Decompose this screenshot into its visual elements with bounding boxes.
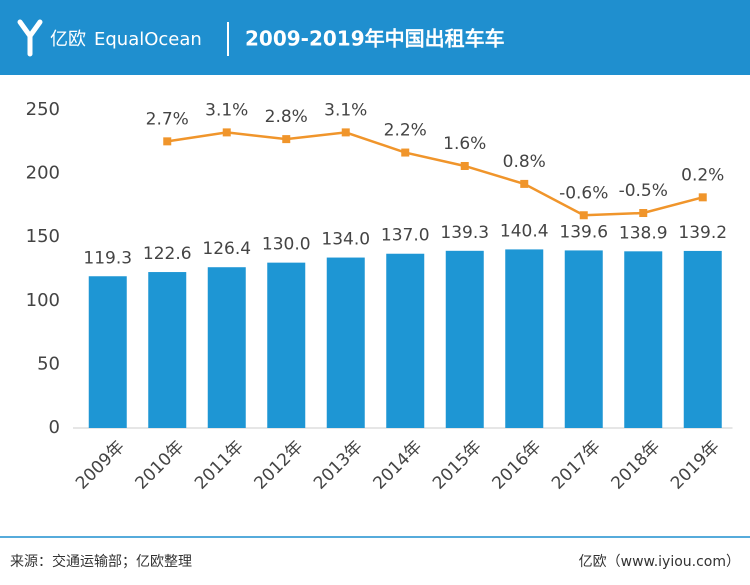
bar <box>386 253 425 428</box>
line-value-label: 3.1% <box>205 100 248 120</box>
bar-value-label: 140.4 <box>500 221 549 241</box>
line-value-label: 2.8% <box>265 107 308 127</box>
line-marker <box>639 209 648 218</box>
chart-title: 2009-2019年中国出租车车 <box>245 27 505 51</box>
x-tick-label: 2016年 <box>489 437 546 494</box>
y-tick-label: 0 <box>49 417 60 438</box>
bar <box>505 249 544 428</box>
bar-value-label: 130.0 <box>262 235 311 255</box>
bar <box>326 257 365 428</box>
y-tick-label: 250 <box>26 99 60 120</box>
line-value-label: 2.7% <box>146 109 189 129</box>
bar-value-label: 139.3 <box>440 223 489 243</box>
bar-value-label: 119.3 <box>83 248 132 268</box>
x-tick-label: 2010年 <box>132 437 189 494</box>
line-marker <box>401 148 410 157</box>
bar-value-label: 126.4 <box>202 239 251 259</box>
line-value-label: -0.5% <box>619 181 668 201</box>
line-marker <box>520 179 529 188</box>
line-marker <box>163 137 172 146</box>
header-banner <box>0 0 750 75</box>
y-tick-label: 50 <box>37 353 60 374</box>
logo-cn: 亿欧 <box>50 29 86 50</box>
line-marker <box>341 128 350 137</box>
bar-value-label: 139.6 <box>559 222 608 242</box>
line-value-label: 0.2% <box>681 165 724 185</box>
bar <box>207 267 246 428</box>
line-value-label: 0.8% <box>503 152 546 172</box>
bar <box>445 250 484 428</box>
y-tick-label: 200 <box>26 163 60 184</box>
bar <box>683 250 722 428</box>
line <box>167 131 704 217</box>
bar-value-label: 138.9 <box>619 223 668 243</box>
x-tick-label: 2011年 <box>191 437 248 494</box>
line-value-label: 1.6% <box>443 134 486 154</box>
x-tick-label: 2017年 <box>548 437 605 494</box>
x-tick-label: 2019年 <box>667 437 724 494</box>
x-tick-label: 2015年 <box>429 437 486 494</box>
bar <box>267 262 306 428</box>
x-tick-label: 2014年 <box>370 437 427 494</box>
line-marker <box>698 193 707 202</box>
bar <box>564 250 603 428</box>
line-value-label: 3.1% <box>324 100 367 120</box>
source: 来源：交通运输部；亿欧整理 <box>10 553 192 570</box>
line-value-label: -0.6% <box>559 183 608 203</box>
y-tick-label: 100 <box>26 290 60 311</box>
bar-value-label: 137.0 <box>381 226 430 246</box>
logo-en: EqualOcean <box>94 29 202 50</box>
bar <box>88 276 127 428</box>
bar <box>148 272 187 428</box>
x-tick-label: 2018年 <box>608 437 665 494</box>
x-tick-label: 2009年 <box>72 437 129 494</box>
line-marker <box>282 135 291 144</box>
x-tick-label: 2012年 <box>251 437 308 494</box>
bar <box>624 251 663 428</box>
x-tick-label: 2013年 <box>310 437 367 494</box>
bar-value-label: 139.2 <box>678 223 727 243</box>
bar-value-label: 122.6 <box>143 244 192 264</box>
line-marker <box>460 161 469 170</box>
y-tick-label: 150 <box>26 226 60 247</box>
logo-icon <box>17 19 43 57</box>
line-value-label: 2.2% <box>384 121 427 141</box>
line-marker <box>579 211 588 220</box>
line-marker <box>222 128 231 137</box>
bar-value-label: 134.0 <box>321 230 370 250</box>
credit: 亿欧（www.iyiou.com） <box>579 554 740 570</box>
